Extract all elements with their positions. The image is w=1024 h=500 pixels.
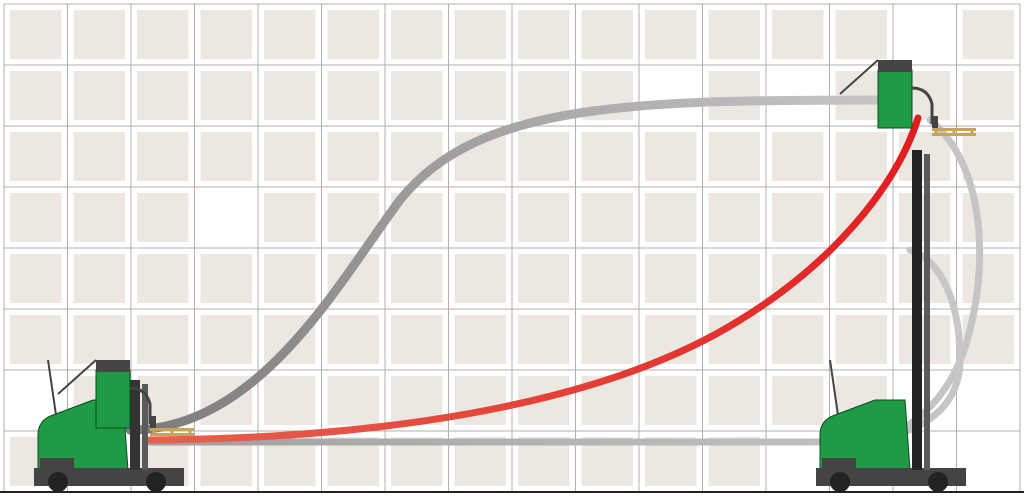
grid-tile [74, 254, 126, 303]
grid-tile [328, 376, 380, 425]
grid-tile [645, 376, 697, 425]
grid-tile [137, 71, 189, 120]
grid-tile [10, 193, 62, 242]
overhead-guard [96, 360, 130, 372]
grid-tile [645, 193, 697, 242]
grid-tile [391, 132, 443, 181]
grid-tile [772, 376, 824, 425]
wheel-icon [928, 472, 948, 492]
grid-tile [963, 193, 1015, 242]
grid-tile [74, 193, 126, 242]
grid-tile [836, 10, 888, 59]
grid-tile [455, 193, 507, 242]
grid-tile [10, 315, 62, 364]
grid-tile [328, 315, 380, 364]
grid-tile [709, 376, 761, 425]
wheel-icon [146, 472, 166, 492]
grid-tile [645, 132, 697, 181]
grid-tile [391, 254, 443, 303]
grid-tile [264, 254, 316, 303]
grid-tile [455, 254, 507, 303]
grid-tile [772, 132, 824, 181]
grid-tile [137, 254, 189, 303]
diagram-canvas [0, 0, 1024, 500]
grid-tile [518, 10, 570, 59]
grid-tile [74, 132, 126, 181]
grid-tile [518, 254, 570, 303]
grid-tile [709, 71, 761, 120]
forklift-mast [912, 150, 922, 470]
grid-tile [328, 71, 380, 120]
grid-tile [709, 254, 761, 303]
grid-tile [328, 10, 380, 59]
wheel-icon [830, 472, 850, 492]
grid-tile [391, 10, 443, 59]
grid-tile [645, 254, 697, 303]
grid-tile [391, 71, 443, 120]
grid-tile [582, 254, 634, 303]
grid-tile [836, 254, 888, 303]
grid-tile [582, 10, 634, 59]
grid-tile [74, 71, 126, 120]
forklift-mast [130, 380, 140, 470]
grid-tile [137, 315, 189, 364]
grid-tile [772, 10, 824, 59]
wheel-icon [48, 472, 68, 492]
grid-tile [264, 71, 316, 120]
grid-tile [518, 193, 570, 242]
grid-tile [772, 315, 824, 364]
grid-tile [74, 315, 126, 364]
grid-tile [137, 10, 189, 59]
grid-tile [836, 315, 888, 364]
grid-tile [709, 10, 761, 59]
grid-tile [264, 376, 316, 425]
overhead-guard [878, 60, 912, 72]
grid-tile [201, 254, 253, 303]
grid-tile [264, 132, 316, 181]
grid-tile [772, 193, 824, 242]
grid-tile [264, 193, 316, 242]
grid-tile [328, 132, 380, 181]
grid-tile [264, 10, 316, 59]
grid-tile [518, 132, 570, 181]
grid-tile [518, 315, 570, 364]
grid-tile [201, 132, 253, 181]
grid-tile [201, 315, 253, 364]
grid-tile [963, 71, 1015, 120]
grid-tile [709, 132, 761, 181]
grid-tile [137, 132, 189, 181]
grid-tile [74, 10, 126, 59]
grid-tile [201, 71, 253, 120]
grid-tile [582, 193, 634, 242]
grid-tile [582, 132, 634, 181]
grid-tile [455, 71, 507, 120]
grid-tile [709, 193, 761, 242]
grid-tile [10, 10, 62, 59]
grid-tile [201, 10, 253, 59]
grid-tile [963, 10, 1015, 59]
grid-tile [836, 132, 888, 181]
grid-tile [645, 10, 697, 59]
grid-tile [10, 254, 62, 303]
grid-tile [10, 71, 62, 120]
grid-tile [455, 10, 507, 59]
grid-tile [137, 193, 189, 242]
grid-tile [455, 315, 507, 364]
grid-tile [10, 132, 62, 181]
grid-tile [963, 254, 1015, 303]
grid-tile [391, 315, 443, 364]
grid-tile [582, 315, 634, 364]
